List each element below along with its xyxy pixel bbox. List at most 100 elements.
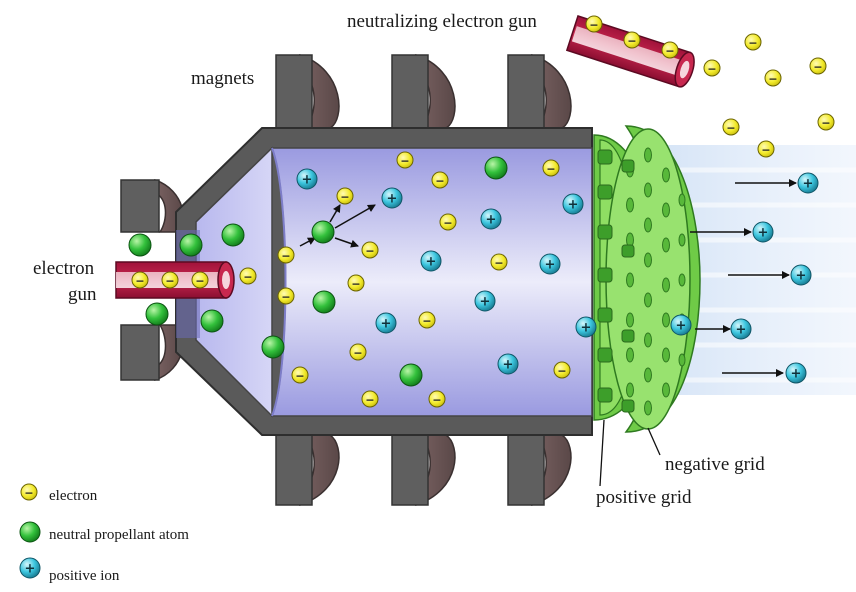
svg-text:+: + xyxy=(758,226,769,241)
legend-label-electron: electron xyxy=(49,488,98,504)
electron: − xyxy=(428,390,446,408)
svg-text:−: − xyxy=(365,245,374,258)
electron: − xyxy=(191,271,209,289)
svg-text:−: − xyxy=(748,37,757,50)
neutral-atom xyxy=(312,290,336,314)
svg-text:+: + xyxy=(381,317,392,332)
label-electron-gun-line1: electron xyxy=(33,258,95,279)
svg-text:−: − xyxy=(665,45,674,58)
electron: − xyxy=(585,15,603,33)
legend-item-ion: + positive ion xyxy=(19,557,120,584)
electron: − xyxy=(131,271,149,289)
svg-text:−: − xyxy=(813,61,822,74)
arrow xyxy=(329,204,341,223)
svg-text:−: − xyxy=(589,19,598,32)
electron: − xyxy=(396,151,414,169)
neutralizing-electron-gun xyxy=(565,15,695,88)
label-electron-gun-line2: gun xyxy=(68,284,97,305)
svg-text:−: − xyxy=(557,365,566,378)
positive-ion: + xyxy=(797,172,819,194)
neutral-atom xyxy=(128,233,152,257)
magnet xyxy=(275,434,340,507)
magnet xyxy=(391,53,456,129)
magnet xyxy=(275,53,340,129)
leader-lines xyxy=(599,419,661,487)
electron: − xyxy=(553,361,571,379)
electron: − xyxy=(239,267,257,285)
electron: − xyxy=(349,343,367,361)
positive-ion: + xyxy=(375,312,397,334)
svg-text:+: + xyxy=(736,323,747,338)
svg-text:−: − xyxy=(195,275,204,288)
svg-text:−: − xyxy=(353,347,362,360)
electron: − xyxy=(490,253,508,271)
legend-label-ion: positive ion xyxy=(49,568,120,584)
neutral-atom xyxy=(261,335,285,359)
positive-ion: + xyxy=(381,187,403,209)
svg-text:+: + xyxy=(803,177,814,192)
neutral-atom xyxy=(399,363,423,387)
svg-text:+: + xyxy=(387,192,398,207)
electron: − xyxy=(439,213,457,231)
magnets-bottom xyxy=(275,434,572,507)
label-negative-grid: negative grid xyxy=(665,454,765,475)
arrow xyxy=(334,204,376,229)
svg-text:+: + xyxy=(791,367,802,382)
svg-text:−: − xyxy=(165,275,174,288)
positive-ion: + xyxy=(562,193,584,215)
legend-label-neutral: neutral propellant atom xyxy=(49,527,189,543)
svg-text:−: − xyxy=(761,144,770,157)
trajectory-arrows xyxy=(299,179,797,377)
negative-grid xyxy=(597,125,701,433)
svg-text:−: − xyxy=(768,73,777,86)
electron: − xyxy=(431,171,449,189)
grid-assembly xyxy=(593,125,701,433)
magnet xyxy=(507,53,572,129)
svg-text:−: − xyxy=(281,291,290,304)
positive-ion: + xyxy=(785,362,807,384)
svg-text:−: − xyxy=(281,250,290,263)
svg-text:−: − xyxy=(494,257,503,270)
positive-ion: + xyxy=(474,290,496,312)
svg-text:−: − xyxy=(340,191,349,204)
electron: − xyxy=(277,246,295,264)
legend: − electron neutral propellant atom + pos… xyxy=(19,483,189,584)
svg-text:+: + xyxy=(676,319,687,334)
electron: − xyxy=(809,57,827,75)
positive-ion: + xyxy=(296,168,318,190)
svg-text:−: − xyxy=(243,271,252,284)
label-neutralizing-electron-gun: neutralizing electron gun xyxy=(347,11,537,32)
legend-item-neutral: neutral propellant atom xyxy=(19,521,189,543)
magnets-top xyxy=(275,53,572,129)
svg-text:+: + xyxy=(302,173,313,188)
electron: − xyxy=(347,274,365,292)
svg-text:−: − xyxy=(435,175,444,188)
electron: − xyxy=(277,287,295,305)
minus-sign: − xyxy=(24,487,33,500)
positive-ion: + xyxy=(420,250,442,272)
plus-sign: + xyxy=(25,562,36,577)
electron: − xyxy=(623,31,641,49)
svg-text:+: + xyxy=(426,255,437,270)
svg-text:−: − xyxy=(546,163,555,176)
svg-text:+: + xyxy=(568,198,579,213)
electron: − xyxy=(291,366,309,384)
positive-ion: + xyxy=(730,318,752,340)
electron: − xyxy=(161,271,179,289)
electron: − xyxy=(764,69,782,87)
neutral-atom xyxy=(179,233,203,257)
electron: − xyxy=(361,390,379,408)
electron: − xyxy=(661,41,679,59)
neutral-atom xyxy=(200,309,224,333)
electron: − xyxy=(744,33,762,51)
neutral-atom xyxy=(221,223,245,247)
discharge-chamber xyxy=(175,127,593,436)
svg-text:−: − xyxy=(295,370,304,383)
svg-text:−: − xyxy=(351,278,360,291)
positive-ion: + xyxy=(497,353,519,375)
svg-text:−: − xyxy=(707,63,716,76)
label-magnets: magnets xyxy=(191,68,254,89)
electron: − xyxy=(703,59,721,77)
svg-text:−: − xyxy=(443,217,452,230)
